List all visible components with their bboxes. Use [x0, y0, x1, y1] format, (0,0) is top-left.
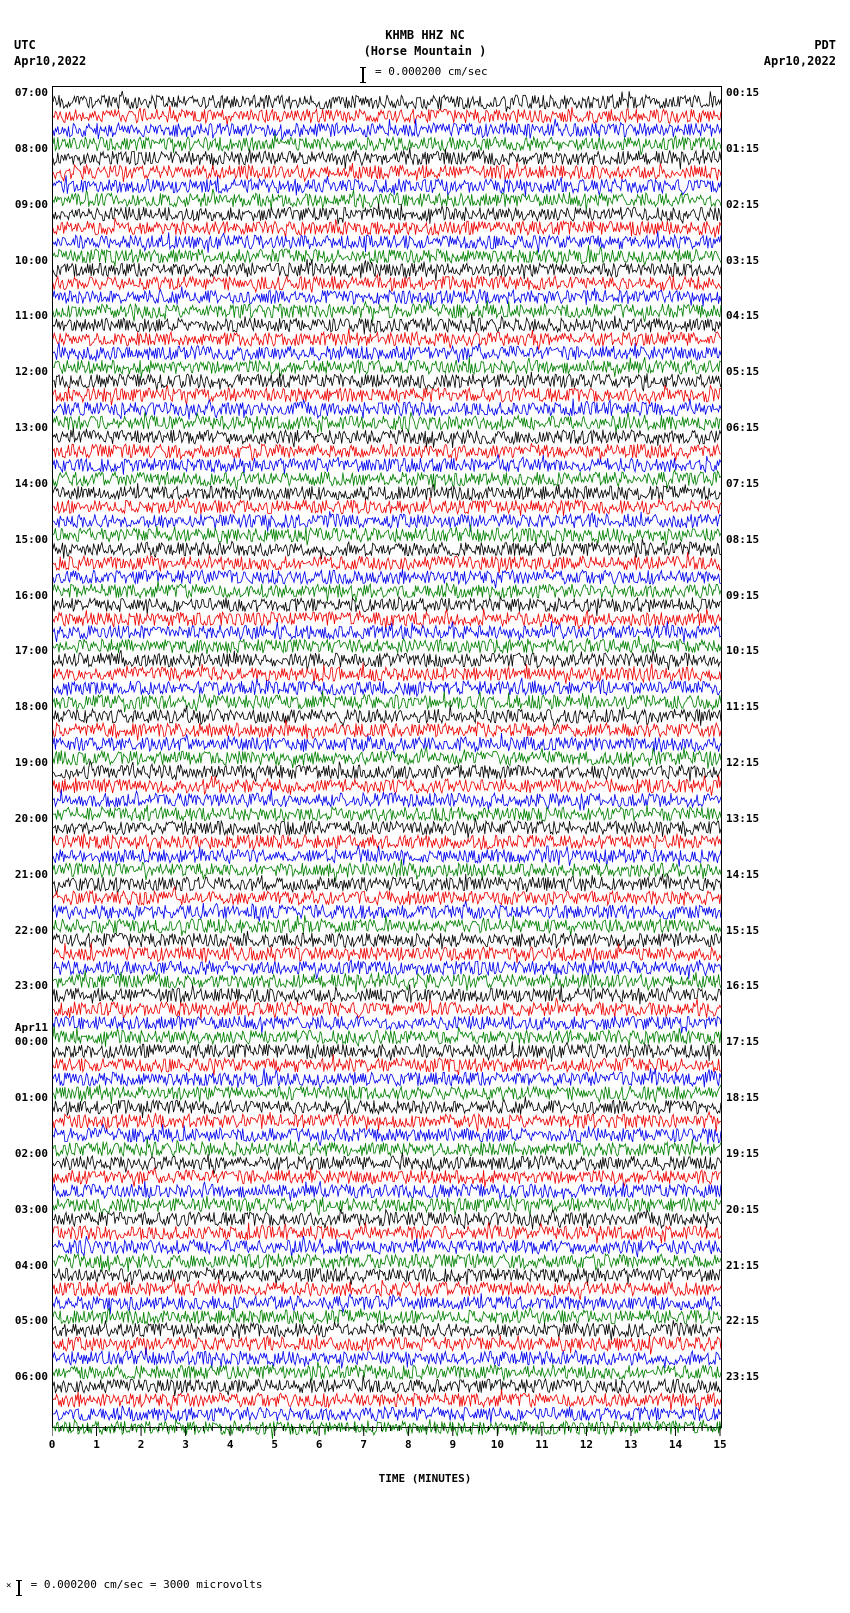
left-time-label: 00:00 [6, 1035, 48, 1048]
left-time-label: 10:00 [6, 254, 48, 267]
left-date-label: Apr10,2022 [14, 54, 86, 68]
left-time-label: 16:00 [6, 589, 48, 602]
x-tick-label: 15 [713, 1438, 726, 1451]
left-time-label: 17:00 [6, 644, 48, 657]
left-time-label: 05:00 [6, 1314, 48, 1327]
left-time-label: 14:00 [6, 477, 48, 490]
right-time-label: 04:15 [726, 309, 768, 322]
x-tick-label: 9 [449, 1438, 456, 1451]
footer-text: = 0.000200 cm/sec = 3000 microvolts [31, 1578, 263, 1591]
scale-text: = 0.000200 cm/sec [375, 65, 488, 78]
x-tick-label: 1 [93, 1438, 100, 1451]
left-time-label: 06:00 [6, 1370, 48, 1383]
right-time-label: 15:15 [726, 924, 768, 937]
right-time-label: 08:15 [726, 533, 768, 546]
x-axis-tick-marks [52, 1426, 722, 1452]
left-time-label: 13:00 [6, 421, 48, 434]
right-time-label: 14:15 [726, 868, 768, 881]
x-tick-label: 0 [49, 1438, 56, 1451]
right-time-label: 16:15 [726, 979, 768, 992]
left-time-label: 11:00 [6, 309, 48, 322]
left-time-label: 07:00 [6, 86, 48, 99]
right-time-label: 03:15 [726, 254, 768, 267]
right-time-label: 22:15 [726, 1314, 768, 1327]
left-day-break-label: Apr11 [6, 1021, 48, 1034]
right-time-label: 13:15 [726, 812, 768, 825]
left-time-label: 12:00 [6, 365, 48, 378]
footer-scale-bar-icon [18, 1580, 20, 1596]
footer-scale: × = 0.000200 cm/sec = 3000 microvolts [6, 1577, 262, 1593]
right-date-label: Apr10,2022 [764, 54, 836, 68]
x-tick-label: 2 [138, 1438, 145, 1451]
right-time-label: 09:15 [726, 589, 768, 602]
left-time-label: 03:00 [6, 1203, 48, 1216]
x-tick-label: 8 [405, 1438, 412, 1451]
right-time-label: 20:15 [726, 1203, 768, 1216]
x-tick-label: 6 [316, 1438, 323, 1451]
helicorder-plot [52, 86, 722, 1428]
left-time-label: 04:00 [6, 1259, 48, 1272]
left-time-label: 19:00 [6, 756, 48, 769]
footer-prefix: × [6, 1581, 11, 1591]
station-location: (Horse Mountain ) [0, 44, 850, 58]
right-time-label: 01:15 [726, 142, 768, 155]
left-time-label: 21:00 [6, 868, 48, 881]
station-code: KHMB HHZ NC [0, 28, 850, 42]
x-tick-label: 5 [271, 1438, 278, 1451]
right-time-label: 21:15 [726, 1259, 768, 1272]
x-tick-label: 11 [535, 1438, 548, 1451]
left-time-label: 08:00 [6, 142, 48, 155]
left-time-label: 02:00 [6, 1147, 48, 1160]
x-tick-label: 7 [360, 1438, 367, 1451]
right-time-label: 11:15 [726, 700, 768, 713]
right-time-label: 06:15 [726, 421, 768, 434]
right-time-label: 17:15 [726, 1035, 768, 1048]
right-time-label: 18:15 [726, 1091, 768, 1104]
x-tick-label: 10 [491, 1438, 504, 1451]
right-time-label: 05:15 [726, 365, 768, 378]
left-time-label: 18:00 [6, 700, 48, 713]
left-tz-label: UTC [14, 38, 36, 52]
x-tick-label: 13 [624, 1438, 637, 1451]
scale-indicator: = 0.000200 cm/sec [0, 64, 850, 80]
right-time-label: 23:15 [726, 1370, 768, 1383]
left-time-label: 22:00 [6, 924, 48, 937]
right-time-label: 19:15 [726, 1147, 768, 1160]
right-time-label: 00:15 [726, 86, 768, 99]
left-time-label: 23:00 [6, 979, 48, 992]
x-tick-label: 12 [580, 1438, 593, 1451]
left-time-label: 01:00 [6, 1091, 48, 1104]
scale-bar-icon [362, 67, 364, 83]
right-time-label: 07:15 [726, 477, 768, 490]
seismogram-container: KHMB HHZ NC (Horse Mountain ) = 0.000200… [0, 0, 850, 1613]
right-time-label: 10:15 [726, 644, 768, 657]
left-time-label: 15:00 [6, 533, 48, 546]
right-tz-label: PDT [814, 38, 836, 52]
left-time-label: 09:00 [6, 198, 48, 211]
right-time-label: 02:15 [726, 198, 768, 211]
x-tick-label: 14 [669, 1438, 682, 1451]
x-tick-label: 4 [227, 1438, 234, 1451]
left-time-label: 20:00 [6, 812, 48, 825]
x-axis-label: TIME (MINUTES) [0, 1472, 850, 1485]
right-time-label: 12:15 [726, 756, 768, 769]
x-tick-label: 3 [182, 1438, 189, 1451]
